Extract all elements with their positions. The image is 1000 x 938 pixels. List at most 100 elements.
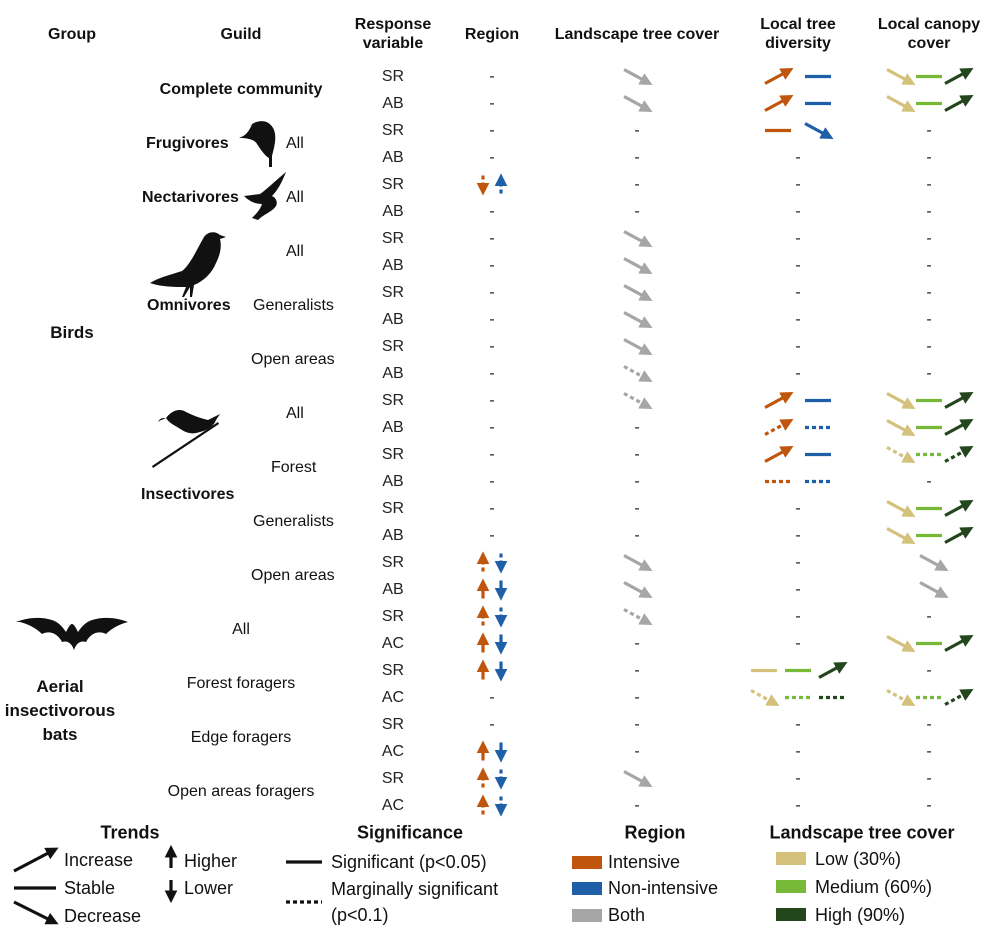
legend-increase: Increase: [64, 850, 134, 870]
response-value: SR: [382, 176, 404, 193]
response-value: AC: [382, 797, 404, 814]
decrease-arrow: [886, 392, 916, 409]
decrease-arrow: [886, 68, 916, 85]
subguild-bats-all: All: [232, 621, 250, 638]
decrease-arrow: [886, 95, 916, 112]
dash: -: [489, 338, 494, 355]
response-value: AB: [382, 581, 403, 598]
swatch-low: [776, 852, 806, 865]
swatch-intensive: [572, 856, 602, 869]
dash: -: [634, 473, 639, 490]
response-value: AB: [382, 95, 403, 112]
dash: -: [795, 608, 800, 625]
legend-trends-title: Trends: [100, 822, 160, 843]
dash: -: [634, 527, 639, 544]
dash: -: [795, 554, 800, 571]
swatch-high: [776, 908, 806, 921]
legend-marginal-1: Marginally significant: [331, 879, 499, 899]
legend-higher: Higher: [184, 851, 238, 871]
legend-decrease-arrow: [13, 900, 59, 925]
decrease-arrow: [623, 230, 653, 247]
header-landscape: Landscape tree cover: [554, 25, 720, 43]
dash: -: [489, 527, 494, 544]
decrease-arrow: [886, 689, 916, 706]
dash: -: [634, 419, 639, 436]
increase-arrow: [764, 392, 794, 409]
dash: -: [926, 797, 931, 814]
dash: -: [489, 122, 494, 139]
subguild-nectarivores-all: All: [286, 189, 304, 206]
dash: -: [795, 716, 800, 733]
increase-arrow: [944, 446, 974, 463]
dash: -: [795, 338, 800, 355]
header-canopy: Local canopy cover: [877, 16, 981, 52]
frugivore-silhouette: [239, 121, 276, 167]
dash: -: [926, 149, 931, 166]
dash: -: [926, 743, 931, 760]
guild-nectarivores: Nectarivores: [142, 189, 239, 206]
decrease-arrow: [886, 419, 916, 436]
dash: -: [926, 257, 931, 274]
dash: -: [926, 230, 931, 247]
decrease-arrow: [623, 338, 653, 355]
guild-complete-community: Complete community: [159, 81, 323, 98]
dash: -: [634, 797, 639, 814]
dash: -: [926, 311, 931, 328]
dash: -: [926, 122, 931, 139]
subguild-insectivores-all: All: [286, 405, 304, 422]
legend-region-title: Region: [624, 822, 686, 843]
dash: -: [489, 500, 494, 517]
increase-arrow: [764, 419, 794, 436]
dash: -: [489, 257, 494, 274]
bat-silhouette: [16, 617, 128, 650]
increase-arrow: [944, 68, 974, 85]
dash: -: [634, 662, 639, 679]
dash: -: [926, 365, 931, 382]
increase-arrow: [944, 689, 974, 706]
dash: -: [634, 500, 639, 517]
dash: -: [926, 203, 931, 220]
decrease-arrow: [623, 365, 653, 382]
subguild-bats-edge: Edge foragers: [190, 729, 292, 746]
dash: -: [489, 446, 494, 463]
dash: -: [926, 608, 931, 625]
increase-arrow: [944, 419, 974, 436]
response-value: AC: [382, 635, 404, 652]
subguild-frugivores-all: All: [286, 135, 304, 152]
dash: -: [489, 419, 494, 436]
increase-arrow: [944, 500, 974, 517]
dash: -: [489, 392, 494, 409]
decrease-arrow: [886, 527, 916, 544]
dash: -: [634, 635, 639, 652]
dash: -: [795, 365, 800, 382]
response-value: SR: [382, 338, 404, 355]
decrease-arrow: [623, 68, 653, 85]
dash: -: [634, 716, 639, 733]
increase-arrow: [818, 662, 848, 679]
response-value: SR: [382, 716, 404, 733]
response-value: AC: [382, 743, 404, 760]
dash: -: [926, 473, 931, 490]
response-value: AB: [382, 473, 403, 490]
response-value: SR: [382, 122, 404, 139]
response-value: AB: [382, 527, 403, 544]
dash: -: [926, 284, 931, 301]
subguild-omnivores-open: Open areas: [251, 351, 335, 368]
decrease-arrow: [919, 581, 949, 598]
header-diversity: Local tree diversity: [760, 16, 836, 52]
dash: -: [926, 338, 931, 355]
dash: -: [926, 770, 931, 787]
dash: -: [489, 203, 494, 220]
dash: -: [795, 311, 800, 328]
decrease-arrow: [623, 284, 653, 301]
decrease-arrow: [623, 581, 653, 598]
subguild-insectivores-generalists: Generalists: [253, 513, 334, 530]
decrease-arrow: [623, 392, 653, 409]
dash: -: [795, 797, 800, 814]
response-value: AB: [382, 203, 403, 220]
legend-significance-title: Significance: [356, 822, 464, 843]
header-region: Region: [464, 25, 520, 43]
dash: -: [926, 662, 931, 679]
dash: -: [795, 284, 800, 301]
legend-marginal-2: (p<0.1): [331, 905, 389, 925]
